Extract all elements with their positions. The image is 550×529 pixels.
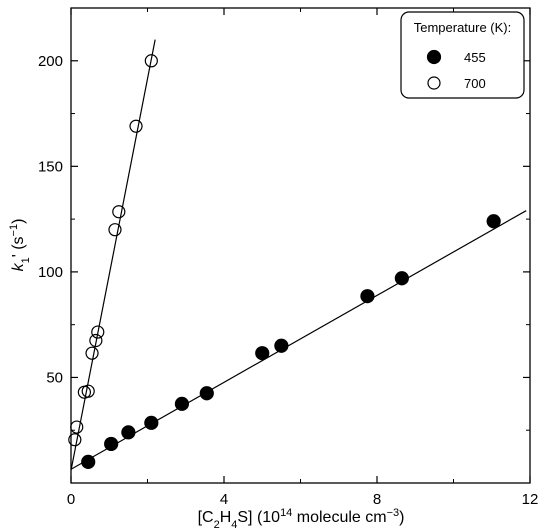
fit-line-455 (71, 210, 527, 470)
x-tick-label: 12 (522, 491, 539, 508)
x-tick-label: 4 (220, 491, 228, 508)
legend-box (400, 11, 525, 99)
data-point-700 (81, 384, 95, 398)
legend: Temperature (K): 455 700 (400, 11, 525, 99)
data-point-455 (81, 454, 96, 469)
y-tick-label: 150 (38, 158, 63, 175)
legend-marker-700 (427, 76, 441, 90)
x-tick-label: 0 (67, 491, 75, 508)
legend-label-455: 455 (464, 50, 486, 65)
legend-title: Temperature (K): (414, 20, 512, 35)
axis-ticks: 0 4 8 12 50 100 150 200 (38, 8, 538, 508)
data-point-700 (108, 223, 122, 237)
data-point-700 (68, 433, 82, 447)
data-point-455 (394, 271, 409, 286)
data-point-455 (199, 386, 214, 401)
data-point-455 (360, 289, 375, 304)
data-point-700 (112, 205, 126, 219)
data-point-455 (104, 436, 119, 452)
legend-marker-455 (426, 49, 442, 65)
y-axis-label: k1' (s−1) (8, 219, 32, 272)
y-tick-label: 50 (46, 369, 63, 386)
data-point-700 (70, 420, 84, 434)
x-tick-label: 8 (373, 491, 381, 508)
data-point-700 (144, 54, 158, 68)
data-point-700 (89, 333, 103, 348)
data-point-700 (91, 325, 105, 339)
data-point-455 (486, 214, 501, 229)
y-tick-label: 100 (38, 264, 63, 281)
x-axis-label: [C2H4S] (1014 molecule cm−3) (198, 507, 405, 529)
legend-label-700: 700 (464, 76, 486, 91)
fit-line-700 (71, 39, 156, 471)
data-point-455 (174, 396, 190, 411)
data-point-455 (144, 415, 159, 430)
data-point-455 (274, 338, 289, 353)
y-tick-label: 200 (38, 53, 63, 70)
data-point-700 (129, 119, 143, 133)
data-point-455 (255, 346, 270, 361)
data-point-700 (85, 346, 99, 360)
data-point-455 (121, 425, 136, 440)
